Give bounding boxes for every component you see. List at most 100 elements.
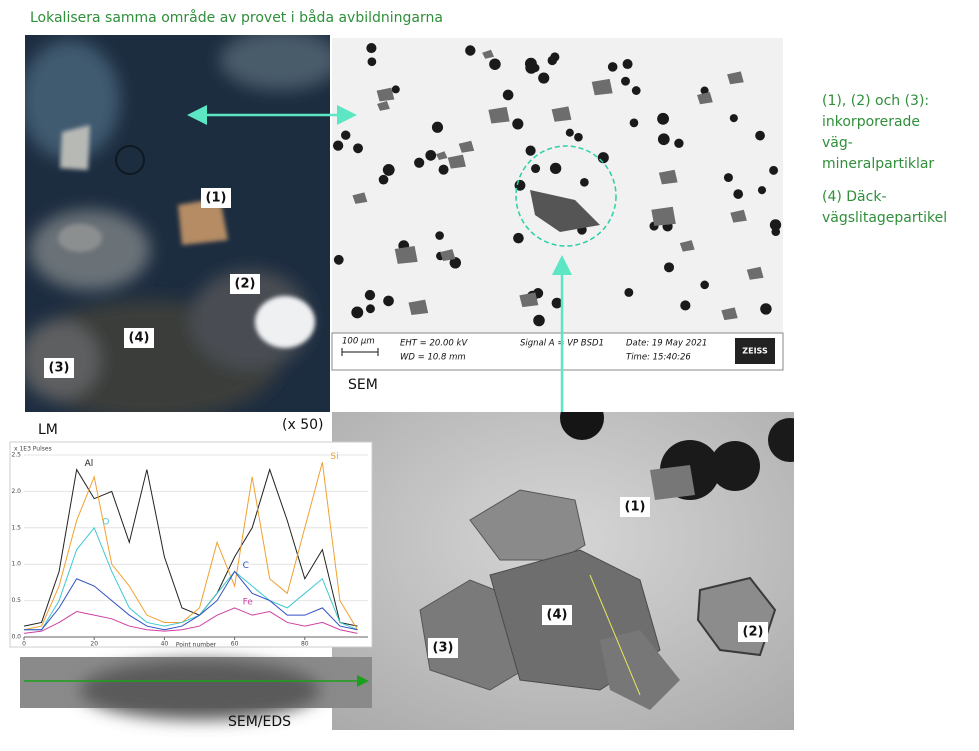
scale-label: 100 µm — [342, 337, 375, 347]
bar-id: 223 — [336, 731, 351, 740]
y-tick-label: 2.0 — [11, 488, 21, 495]
sem-dot — [531, 164, 540, 173]
note-line: väg- — [822, 135, 853, 151]
sem-dot — [533, 315, 545, 327]
sem-dot — [538, 72, 549, 83]
eds-panel — [10, 442, 372, 647]
sem-dot — [758, 186, 766, 194]
note-line: (1), (2) och (3): — [822, 93, 929, 109]
date: Date: 19 May 2021 — [626, 339, 707, 349]
note-line: mineralpartiklar — [822, 156, 934, 172]
sem-dot — [608, 62, 618, 72]
sem-dot — [730, 114, 738, 122]
lm-label: (3) — [49, 361, 70, 376]
bar-text: Ch 1 MAG: 376x HV: 20 kV WD: 10.8 mm Px:… — [336, 740, 556, 749]
sem-dot — [598, 152, 609, 163]
sem-dot — [526, 146, 536, 156]
sem-detail-image — [332, 396, 812, 751]
sem-dot — [365, 290, 375, 300]
sem-dot — [658, 133, 670, 145]
x-label: Point number — [176, 642, 217, 649]
sem-dot — [368, 57, 377, 66]
sem-dot — [513, 233, 524, 244]
sem-dot — [489, 58, 501, 70]
sem-dot — [621, 77, 630, 86]
peak-label: O — [102, 517, 109, 527]
sem-dot — [632, 86, 641, 95]
x-tick-label: 60 — [231, 641, 239, 648]
sem-dot — [623, 59, 633, 69]
lm-label: (2) — [235, 277, 256, 292]
sem-dot — [512, 118, 523, 129]
sem-dot — [435, 231, 444, 240]
sem-dot — [566, 129, 574, 137]
sem-dot — [351, 307, 363, 319]
note-line: (4) Däck- — [822, 189, 887, 205]
peak-label: Fe — [243, 597, 254, 607]
sem-info-bar: 100 µm EHT = 20.00 kV WD = 10.8 mm Signa… — [332, 333, 783, 370]
bar-scale: 60 µm — [718, 731, 742, 740]
sem-dot — [334, 255, 344, 265]
eds-caption: SEM/EDS — [228, 714, 291, 730]
sem-label: (2) — [743, 625, 764, 640]
eds-scan-texture — [80, 660, 320, 720]
time: Time: 15:40:26 — [626, 353, 691, 363]
sem-dot — [432, 122, 443, 133]
sem-dot — [333, 140, 343, 150]
y-tick-label: 0.0 — [11, 634, 21, 641]
y-tick-label: 1.5 — [11, 524, 21, 531]
sem-dot — [664, 262, 674, 272]
sem-dot — [755, 131, 765, 141]
lm-label: (1) — [206, 191, 227, 206]
title: Lokalisera samma område av provet i båda… — [30, 9, 443, 26]
note-line: vägslitagepartikel — [822, 210, 947, 226]
y-tick-label: 0.5 — [11, 597, 21, 604]
x-tick-label: 40 — [161, 641, 169, 648]
sem-dot — [548, 56, 557, 65]
lm-caption: LM — [38, 422, 58, 438]
sem-dot — [624, 288, 633, 297]
sem-dot — [760, 303, 771, 314]
sem-dot — [550, 163, 561, 174]
y-tick-label: 1.0 — [11, 561, 21, 568]
sem-label: (4) — [547, 608, 568, 623]
sem-particle — [488, 107, 509, 124]
sem-dot — [341, 130, 350, 139]
sem-dot — [525, 58, 537, 70]
sem-dot — [366, 43, 376, 53]
sem-dot — [383, 296, 394, 307]
sem-dot — [657, 113, 669, 125]
sem-dot — [465, 45, 475, 55]
sem-dot — [630, 119, 639, 128]
sem-dot — [439, 165, 449, 175]
sem-dot — [552, 298, 563, 309]
sem-particle — [651, 207, 676, 226]
sem-image — [332, 38, 783, 333]
sem-label: (3) — [433, 641, 454, 656]
x-tick-label: 20 — [90, 641, 98, 648]
sem-dot — [580, 178, 589, 187]
magnification: (x 50) — [282, 417, 323, 433]
peak-label: C — [243, 561, 249, 571]
x-tick-label: 0 — [22, 641, 26, 648]
sem-dot — [383, 164, 395, 176]
peak-label: Al — [85, 459, 94, 469]
sem-dot — [392, 85, 400, 93]
wd: WD = 10.8 mm — [400, 353, 466, 363]
sem-dot — [353, 143, 363, 153]
lm-label: (4) — [129, 331, 150, 346]
sem-dot — [379, 175, 389, 185]
sem-dot — [769, 166, 778, 175]
sem-caption: SEM — [348, 377, 378, 393]
note-line: inkorporerade — [822, 114, 920, 130]
sem-particle — [395, 246, 418, 264]
sem-dot — [425, 150, 436, 161]
sem-dot — [503, 90, 514, 101]
x-tick-label: 80 — [301, 641, 309, 648]
sem-label: (1) — [625, 500, 646, 515]
sem-dot — [771, 227, 780, 236]
sem-dot — [674, 139, 683, 148]
figure: Lokalisera samma område av provet i båda… — [0, 0, 979, 751]
y-tick-label: 2.5 — [11, 452, 21, 459]
eht: EHT = 20.00 kV — [400, 339, 468, 349]
